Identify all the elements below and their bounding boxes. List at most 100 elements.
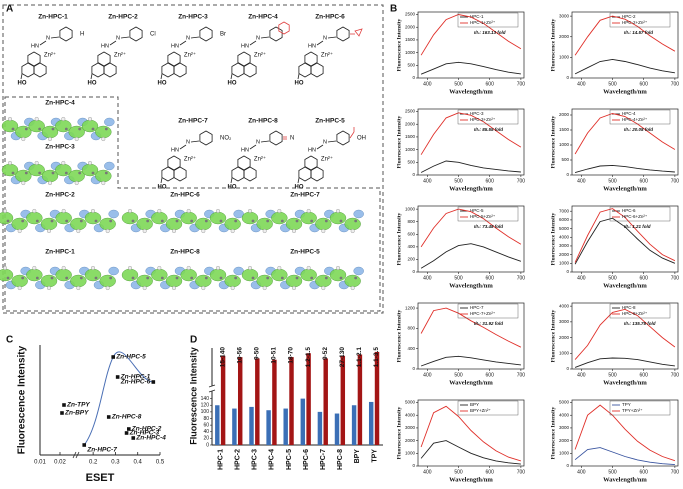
panel-label: A xyxy=(6,4,13,15)
legend-box xyxy=(457,12,519,28)
spectrum-line xyxy=(420,243,522,269)
molecule-name: Zn-HPC-4 xyxy=(248,14,278,21)
bar xyxy=(300,398,306,445)
legend-box xyxy=(457,109,519,125)
x-axis-label: Wavelength/nm xyxy=(449,88,493,95)
bar xyxy=(340,355,346,445)
atom xyxy=(157,208,162,213)
atom xyxy=(17,286,22,291)
y-tick-label: 200 xyxy=(407,257,415,262)
y-tick-label: 1500 xyxy=(559,127,570,132)
y-axis-label: Fluorescence Intensity xyxy=(396,18,402,71)
legend-box xyxy=(457,303,519,319)
orbital-lobe xyxy=(108,266,119,276)
atom xyxy=(262,228,267,233)
y-tick-label: 1500 xyxy=(405,37,416,42)
atom-label: HN xyxy=(31,43,39,49)
bar xyxy=(272,359,277,445)
spectrum-line xyxy=(420,14,522,56)
legend-label: HPC-6 xyxy=(622,208,636,213)
panel-label: C xyxy=(6,335,13,346)
atom xyxy=(51,127,55,131)
orbital-lobe xyxy=(104,117,115,127)
atom xyxy=(101,180,106,185)
bond xyxy=(20,73,23,80)
plot-frame xyxy=(571,205,679,273)
ring xyxy=(59,26,73,42)
bond xyxy=(230,177,233,184)
y-tick-label: 1000 xyxy=(559,261,570,266)
orbital-lobe xyxy=(180,268,197,282)
atom xyxy=(7,116,12,121)
orbital-lobe xyxy=(55,268,72,282)
legend-box xyxy=(457,206,519,222)
atom xyxy=(251,219,255,223)
y-tick-label: 2000 xyxy=(559,438,570,443)
legend-box xyxy=(457,400,519,416)
x-tick-label: 600 xyxy=(640,372,649,378)
bond xyxy=(179,144,187,150)
orbital-lobe xyxy=(353,266,364,276)
x-axis-label: Wavelength/nm xyxy=(449,476,493,483)
atom xyxy=(91,127,95,131)
bar xyxy=(374,351,380,445)
x-tick-label: HPC-5 xyxy=(286,449,293,470)
bond xyxy=(160,177,163,184)
orbital-lobe xyxy=(195,217,212,231)
x-tick-label: 400 xyxy=(577,178,586,184)
atom xyxy=(48,180,53,185)
atom xyxy=(74,136,79,141)
atom xyxy=(65,219,69,223)
atom xyxy=(247,208,252,213)
point-label: Zn-HPC-3 xyxy=(129,430,160,437)
legend-label: HPC-2+Zn²⁺ xyxy=(622,20,648,25)
spectrum-line xyxy=(574,208,676,263)
legend-label: TPY+Zn²⁺ xyxy=(622,408,643,413)
atom xyxy=(24,171,28,175)
x-tick-label: 400 xyxy=(423,81,432,87)
atom-label: N xyxy=(256,35,260,41)
bar xyxy=(237,357,243,445)
atom xyxy=(109,219,113,223)
atom xyxy=(336,208,341,213)
plot-frame xyxy=(571,302,679,370)
y-tick-label: 2000 xyxy=(559,112,570,117)
atom xyxy=(321,228,326,233)
plot-frame xyxy=(417,108,525,176)
range-label: 10-51 xyxy=(271,347,278,364)
orbital-lobe xyxy=(224,274,241,288)
y-tick-label: 3000 xyxy=(559,13,570,18)
molecule-name: Zn-HPC-8 xyxy=(248,118,278,125)
plot-frame xyxy=(571,108,679,176)
model-name: Zn-HPC-1 xyxy=(45,249,75,256)
atom-label: HO xyxy=(228,81,237,87)
x-tick-label: 500 xyxy=(454,372,463,378)
atom-label: N xyxy=(323,139,327,145)
bond xyxy=(179,40,187,46)
plot-frame xyxy=(417,205,525,273)
legend-label: BPY xyxy=(470,402,479,407)
model-name: Zn-HPC-7 xyxy=(290,192,320,199)
legend-box xyxy=(609,109,671,125)
atom xyxy=(354,276,358,280)
ring xyxy=(199,130,213,146)
ring xyxy=(310,166,324,182)
ring xyxy=(21,62,35,78)
x-tick-label: 700 xyxy=(517,81,526,87)
spectrum-line xyxy=(420,160,521,173)
legend-label: HPC-5+Zn²⁺ xyxy=(470,214,496,219)
bond xyxy=(249,144,257,150)
ring xyxy=(231,166,245,182)
bar xyxy=(266,410,271,445)
y-tick-label: 0 xyxy=(412,172,415,177)
orbital-lobe xyxy=(233,209,244,219)
atom xyxy=(350,286,355,291)
atom xyxy=(262,286,267,291)
atom-label: HO xyxy=(158,81,167,87)
spectrum-line xyxy=(574,357,675,368)
point xyxy=(62,403,66,407)
ring xyxy=(278,21,290,35)
legend-label: HPC-7 xyxy=(470,305,484,310)
molecule-name: Zn-HPC-6 xyxy=(315,14,345,21)
x-tick-label: 700 xyxy=(517,275,526,281)
